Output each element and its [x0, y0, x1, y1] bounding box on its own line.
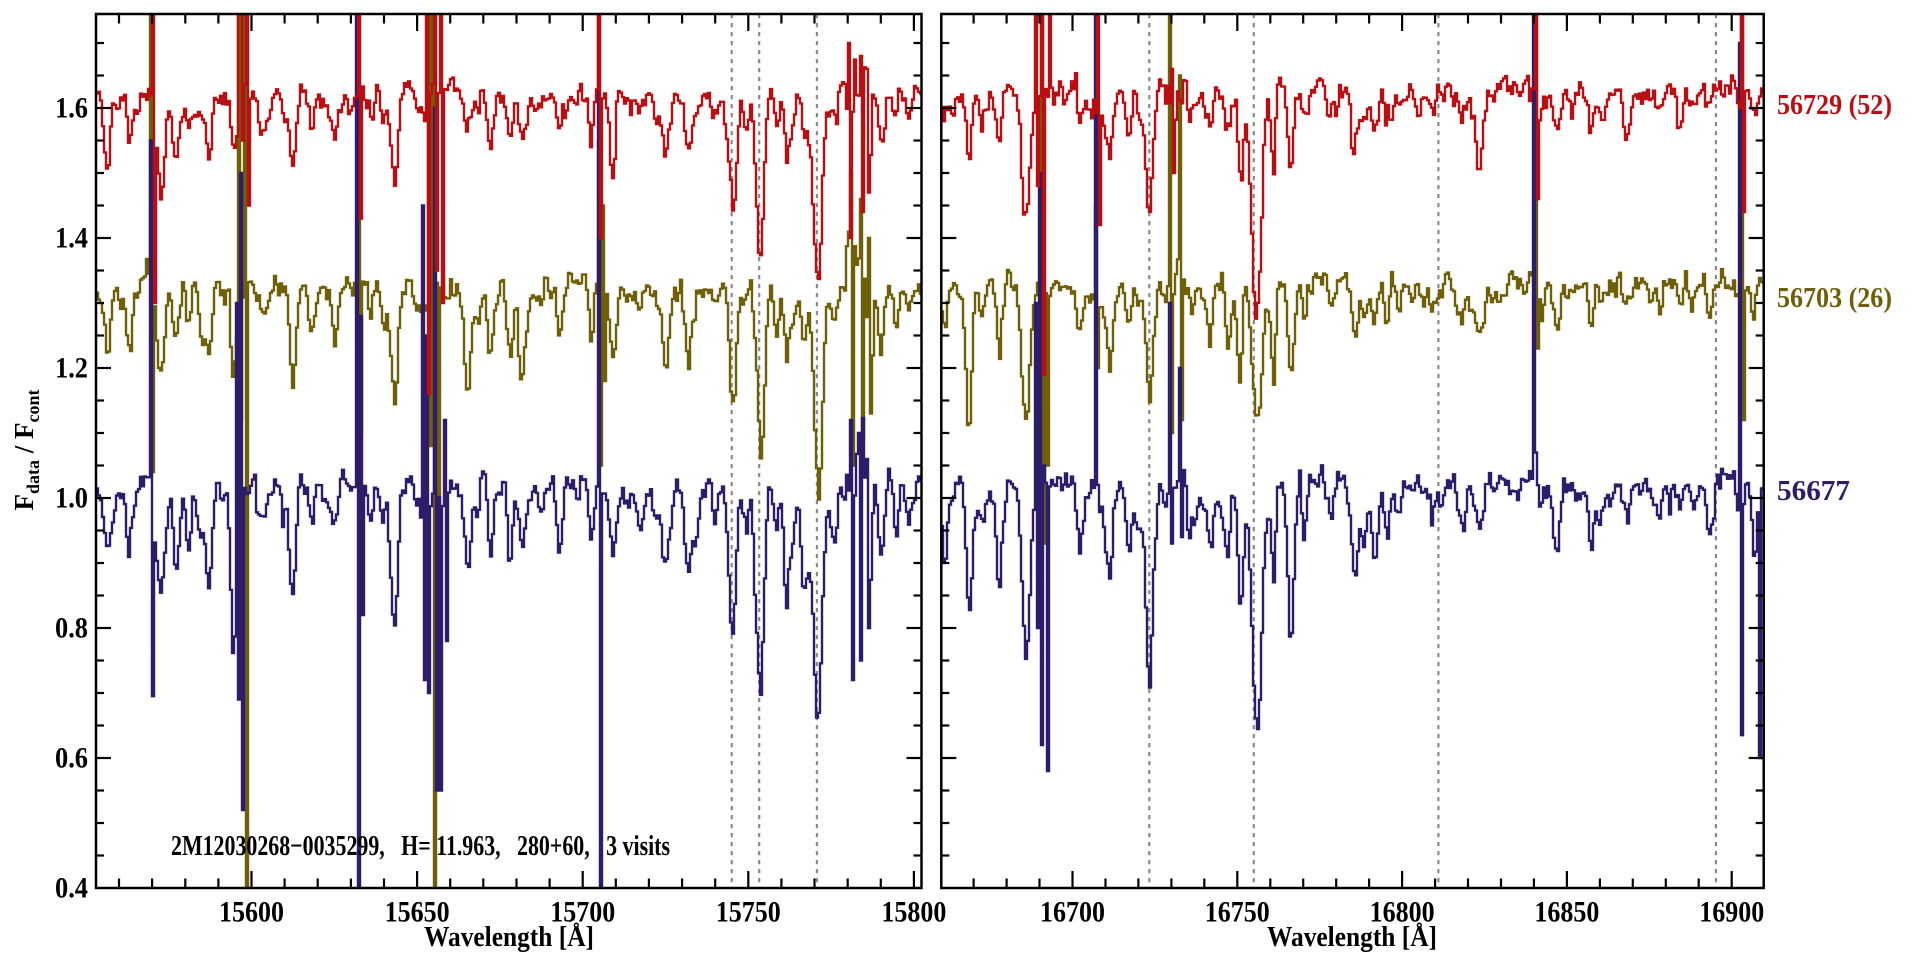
svg-text:15700: 15700	[550, 897, 615, 929]
svg-text:2M12030268−0035299, H= 11.96: 2M12030268−0035299, H= 11.963, 280+60, 3…	[171, 831, 670, 862]
svg-text:0.6: 0.6	[55, 743, 88, 775]
svg-text:16850: 16850	[1534, 897, 1599, 929]
svg-text:15800: 15800	[881, 897, 946, 929]
svg-text:56677: 56677	[1777, 476, 1850, 507]
svg-text:1.4: 1.4	[55, 223, 88, 255]
svg-text:16750: 16750	[1205, 897, 1270, 929]
svg-text:56729 (52): 56729 (52)	[1777, 90, 1892, 121]
svg-text:Wavelength [Å]: Wavelength [Å]	[1267, 921, 1437, 953]
svg-text:0.4: 0.4	[55, 873, 88, 905]
svg-text:Wavelength [Å]: Wavelength [Å]	[424, 921, 594, 953]
svg-text:15600: 15600	[219, 897, 284, 929]
svg-text:0.8: 0.8	[55, 613, 88, 645]
svg-text:16800: 16800	[1370, 897, 1435, 929]
svg-text:1.6: 1.6	[55, 93, 88, 125]
svg-text:15750: 15750	[716, 897, 781, 929]
svg-text:15650: 15650	[385, 897, 450, 929]
svg-text:Fdata / Fcont: Fdata / Fcont	[9, 389, 43, 510]
svg-text:56703 (26): 56703 (26)	[1777, 283, 1892, 314]
svg-text:1.0: 1.0	[55, 483, 88, 515]
svg-text:1.2: 1.2	[55, 353, 88, 385]
svg-text:16900: 16900	[1699, 897, 1764, 929]
svg-text:16700: 16700	[1040, 897, 1105, 929]
